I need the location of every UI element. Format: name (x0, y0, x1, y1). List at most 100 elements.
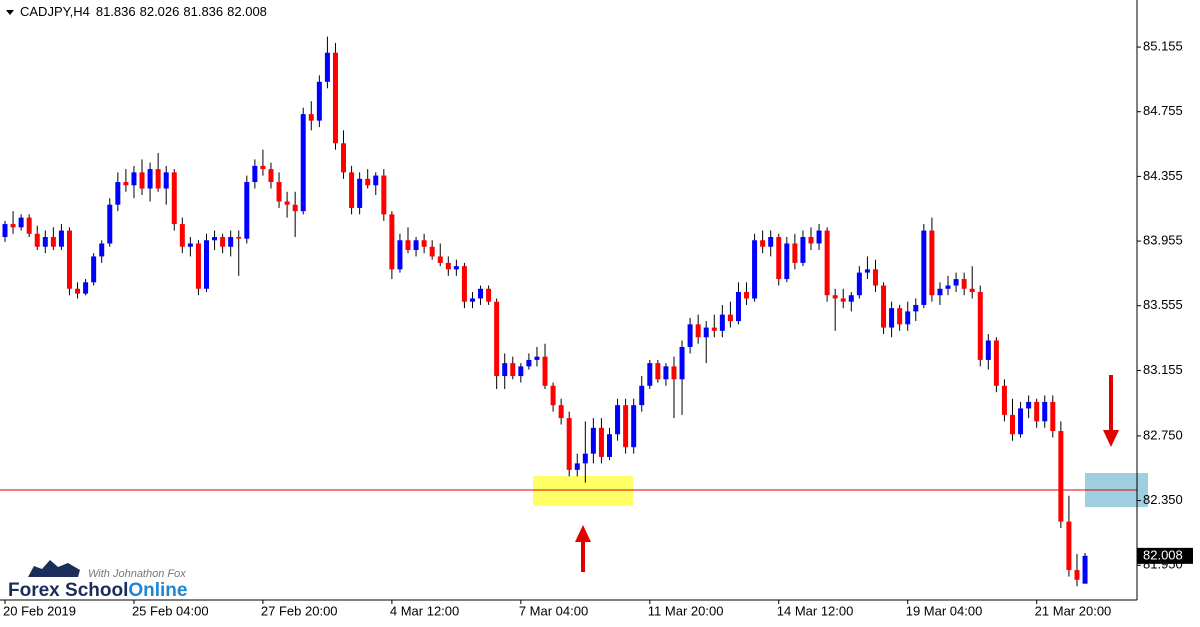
candle-body (727, 314, 733, 322)
x-tick-label: 11 Mar 20:00 (648, 603, 724, 618)
candle-body (776, 237, 782, 280)
candle-body (397, 240, 403, 270)
candle-body (139, 172, 145, 189)
candle-body (1082, 555, 1088, 584)
candle-body (1058, 431, 1064, 522)
candle-body (236, 237, 242, 239)
low-value: 81.836 (183, 4, 223, 19)
candle-body (453, 266, 459, 270)
candle-body (341, 143, 347, 173)
candle-body (18, 217, 24, 228)
candle-body (526, 359, 532, 367)
candle-body (832, 295, 838, 299)
candle-body (502, 363, 508, 377)
candle-body (66, 230, 72, 289)
y-tick-label: 83.555 (1143, 297, 1183, 312)
candle-body (897, 308, 903, 325)
candle-body (26, 217, 32, 234)
candle-body (445, 262, 451, 270)
candle-body (324, 52, 330, 82)
candle-body (123, 182, 129, 186)
candle-body (478, 288, 484, 299)
candle-body (542, 356, 548, 386)
candle-body (268, 169, 274, 183)
menu-triangle (6, 10, 14, 15)
candle-body (744, 291, 750, 299)
x-tick-label: 20 Feb 2019 (3, 603, 76, 618)
candle-body (421, 240, 427, 247)
candle-body (1050, 401, 1056, 432)
candle-body (590, 427, 596, 454)
candle-body (204, 240, 209, 289)
candle-body (518, 366, 524, 377)
candle-body (1034, 401, 1040, 422)
y-tick-label: 84.755 (1143, 103, 1183, 118)
last-price-box (1137, 547, 1193, 564)
candle-body (961, 279, 967, 289)
candle-body (1010, 414, 1015, 435)
candle-body (91, 256, 97, 283)
candle-body (808, 237, 814, 244)
candle-body (824, 230, 830, 296)
candle-body (276, 182, 282, 202)
candle-body (332, 52, 338, 144)
close-value: 82.008 (227, 4, 267, 19)
candle-body (921, 230, 927, 305)
candle-body (107, 204, 113, 244)
candle-body (623, 405, 629, 448)
candle-body (42, 237, 48, 247)
logo-tagline: With Johnathon Fox (88, 568, 186, 580)
candle-body (768, 237, 774, 247)
candle-body (881, 285, 887, 328)
candle-body (131, 172, 137, 186)
candle-body (848, 295, 854, 302)
candle-body (631, 405, 637, 448)
candle-body (639, 385, 645, 406)
x-tick-label: 14 Mar 12:00 (777, 603, 854, 618)
candle-body (752, 240, 758, 299)
candle-body (75, 288, 81, 294)
candle-body (784, 243, 790, 280)
candle-body (155, 169, 161, 189)
candle-body (864, 269, 870, 273)
candle-body (711, 327, 717, 331)
candle-body (695, 324, 701, 338)
candle-body (550, 385, 556, 406)
candle-body (83, 282, 89, 294)
open-value: 81.836 (96, 4, 136, 19)
candle-body (316, 81, 322, 121)
candle-body (1018, 408, 1024, 435)
candle-body (252, 165, 258, 183)
y-tick-label: 82.350 (1143, 492, 1183, 507)
candle-body (147, 169, 153, 189)
candle-body (244, 182, 250, 239)
x-tick-label: 27 Feb 20:00 (261, 603, 338, 618)
candle-body (1066, 521, 1072, 571)
candle-body (510, 363, 516, 377)
candle-body (494, 301, 500, 377)
candle-body (735, 291, 741, 322)
up-arrow-head (575, 525, 591, 542)
candle-body (405, 240, 411, 250)
candle-body (171, 172, 177, 225)
candle-body (429, 246, 435, 257)
logo-brand: Forex School (8, 580, 128, 601)
candle-body (1026, 401, 1032, 409)
candle-body (615, 405, 621, 435)
candle-body (703, 327, 709, 338)
candle-body (1074, 570, 1080, 580)
candle-body (437, 256, 443, 263)
x-tick-label: 25 Feb 04:00 (132, 603, 209, 618)
candle-body (212, 237, 218, 241)
candle-body (945, 285, 951, 289)
candle-body (953, 279, 959, 286)
candle-body (2, 224, 8, 238)
candle-body (574, 463, 580, 470)
candle-body (607, 434, 612, 457)
candle-body (872, 269, 878, 286)
x-tick-label: 19 Mar 04:00 (906, 603, 983, 618)
candle-body (679, 346, 685, 380)
candle-body (10, 224, 16, 228)
candle-body (719, 314, 725, 331)
